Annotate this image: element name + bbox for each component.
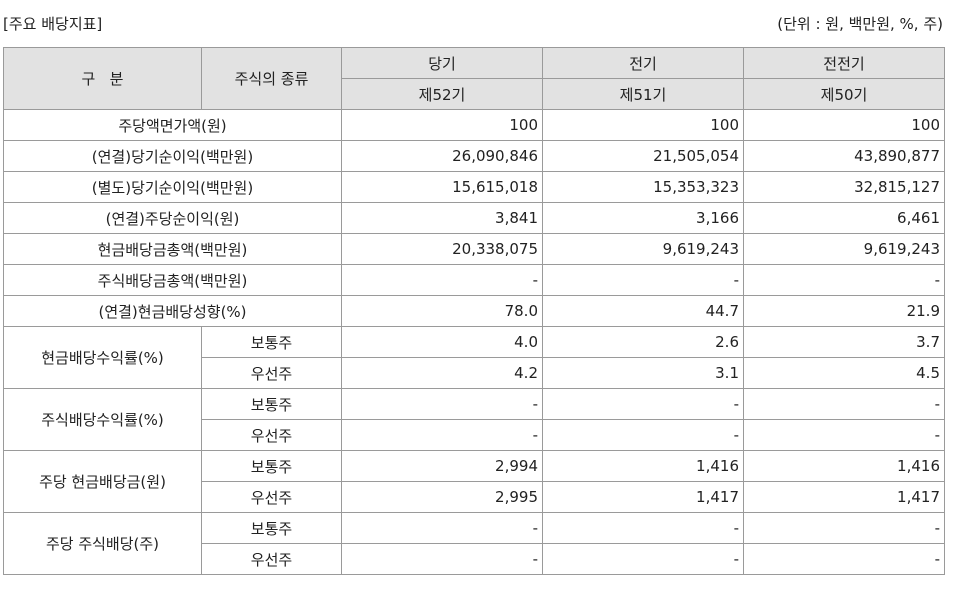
cell-value: 1,416 [743,450,945,482]
stock-type: 우선주 [201,481,342,513]
unit-note: (단위 : 원, 백만원, %, 주) [777,15,943,33]
cell-value: - [542,512,744,544]
stock-type: 보통주 [201,326,342,358]
cell-value: - [341,388,543,420]
cell-value: 100 [542,109,744,141]
cell-value: 1,417 [542,481,744,513]
table-row: 우선주 - - - [4,543,945,575]
cell-value: - [341,543,543,575]
cell-value: - [341,512,543,544]
table-title: [주요 배당지표] [3,15,103,33]
cell-value: 9,619,243 [542,233,744,265]
header-stock-type: 주식의 종류 [201,47,342,110]
cell-value: 21,505,054 [542,140,744,172]
header-category: 구 분 [3,47,202,110]
cell-value: - [743,543,945,575]
cell-value: 100 [341,109,543,141]
table-row: 현금배당금총액(백만원) 20,338,075 9,619,243 9,619,… [3,233,945,265]
cell-value: 2,995 [341,481,543,513]
cell-value: 2.6 [542,326,744,358]
group-label: 주당 주식배당(주) [3,512,202,575]
cell-value: 2,994 [341,450,543,482]
table-row: (별도)당기순이익(백만원) 15,615,018 15,353,323 32,… [3,171,945,203]
cell-value: 4.0 [341,326,543,358]
cell-value: 32,815,127 [743,171,945,203]
cell-value: - [743,264,945,296]
cell-value: 43,890,877 [743,140,945,172]
cell-value: - [341,264,543,296]
cell-value: 3.1 [542,357,744,389]
cell-value: 100 [743,109,945,141]
table-row: 주당액면가액(원) 100 100 100 [3,109,945,141]
cell-value: 15,353,323 [542,171,744,203]
cell-value: - [542,264,744,296]
row-label: (별도)당기순이익(백만원) [3,171,342,203]
cell-value: 78.0 [341,295,543,327]
cell-value: - [743,512,945,544]
cell-value: 4.5 [743,357,945,389]
cell-value: - [743,388,945,420]
cell-value: 44.7 [542,295,744,327]
table-row: (연결)현금배당성향(%) 78.0 44.7 21.9 [3,295,945,327]
table-row: 현금배당수익률(%) 보통주 4.0 2.6 3.7 [3,326,945,389]
cell-value: 26,090,846 [341,140,543,172]
header-term-52: 제52기 [341,78,543,110]
cell-value: 1,416 [542,450,744,482]
table-row: (연결)주당순이익(원) 3,841 3,166 6,461 [3,202,945,234]
cell-value: 15,615,018 [341,171,543,203]
cell-value: 20,338,075 [341,233,543,265]
group-label: 현금배당수익률(%) [3,326,202,389]
cell-value: - [542,388,744,420]
table-row: 주식배당금총액(백만원) - - - [3,264,945,296]
cell-value: - [542,543,744,575]
row-label: (연결)현금배당성향(%) [3,295,342,327]
cell-value: 9,619,243 [743,233,945,265]
cell-value: 4.2 [341,357,543,389]
header-period-current: 당기 [341,47,543,79]
cell-value: - [743,419,945,451]
dividend-table: 구 분 주식의 종류 당기 전기 전전기 제52기 제51기 제50기 주당액면… [3,47,945,575]
cell-value: 3,841 [341,202,543,234]
table-row: 주당 현금배당금(원) 보통주 2,994 1,416 1,416 [3,450,945,513]
cell-value: 6,461 [743,202,945,234]
row-label: 주당액면가액(원) [3,109,342,141]
group-label: 주식배당수익률(%) [3,388,202,451]
table-row: (연결)당기순이익(백만원) 26,090,846 21,505,054 43,… [3,140,945,172]
cell-value: 3,166 [542,202,744,234]
group-label: 주당 현금배당금(원) [3,450,202,513]
header-term-50: 제50기 [743,78,945,110]
row-label: (연결)주당순이익(원) [3,202,342,234]
cell-value: - [542,419,744,451]
header-term-51: 제51기 [542,78,744,110]
cell-value: - [341,419,543,451]
stock-type: 우선주 [201,543,342,575]
stock-type: 우선주 [201,357,342,389]
table-row: 우선주 - - - [4,419,945,451]
stock-type: 보통주 [201,512,342,544]
header-period-previous: 전기 [542,47,744,79]
row-label: (연결)당기순이익(백만원) [3,140,342,172]
cell-value: 1,417 [743,481,945,513]
row-label: 현금배당금총액(백만원) [3,233,342,265]
stock-type: 보통주 [201,388,342,420]
table-row: 주당 주식배당(주) 보통주 - - - [3,512,945,575]
table-row: 주식배당수익률(%) 보통주 - - - [3,388,945,451]
cell-value: 3.7 [743,326,945,358]
stock-type: 우선주 [201,419,342,451]
stock-type: 보통주 [201,450,342,482]
row-label: 주식배당금총액(백만원) [3,264,342,296]
table-row: 우선주 4.2 3.1 4.5 [4,357,945,389]
cell-value: 21.9 [743,295,945,327]
header-period-before-previous: 전전기 [743,47,945,79]
